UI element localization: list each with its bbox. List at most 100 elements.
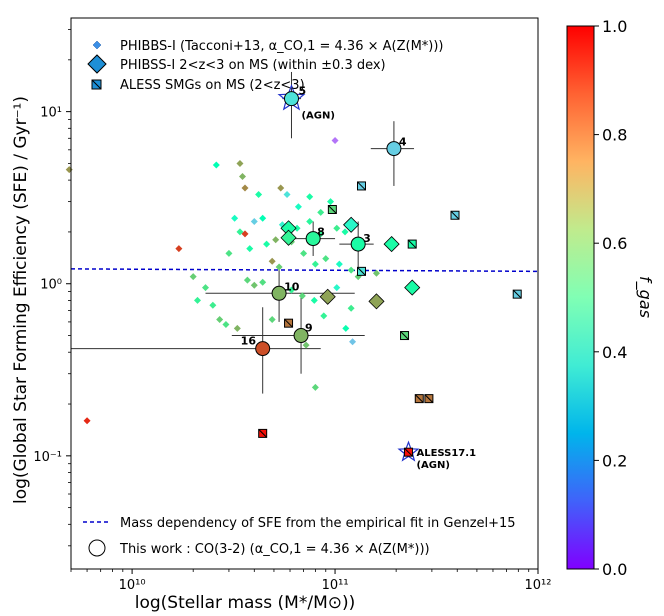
aless-point-slash <box>512 289 522 299</box>
legend-marker-phibbs-i <box>92 40 102 50</box>
legend-label-genzel-line: Mass dependency of SFE from the empirica… <box>120 516 516 531</box>
phibbs-i-point <box>236 159 244 167</box>
phibbs-i-point <box>320 312 328 320</box>
phibbs-i-point <box>306 193 314 201</box>
legend-marker-aless-slash <box>91 79 102 90</box>
colorbar-title: f_gas <box>635 276 655 318</box>
axes-frame <box>70 17 539 570</box>
genzel-fit-line <box>70 268 539 273</box>
legend-marker-phibss-i-2z3 <box>87 54 107 74</box>
phibbs-i-point <box>335 260 343 268</box>
legend-label-phibbs-i: PHIBBS-I (Tacconi+13, α_CO,1 = 4.36 × A(… <box>120 39 444 54</box>
this-work-point <box>386 141 402 157</box>
phibss-i-2z3-point <box>404 279 421 296</box>
phibbs-i-point <box>327 198 335 206</box>
phibbs-i-point <box>287 286 295 294</box>
y-tick-label: 10⁻¹ <box>33 450 62 465</box>
x-tick-label: 10¹⁰ <box>119 578 146 593</box>
legend-label-phibss-i-2z3: PHIBSS-I 2<z<3 on MS (within ±0.3 dex) <box>120 58 386 73</box>
point-annotation: ALESS17.1 <box>416 448 476 459</box>
phibbs-i-point <box>225 249 233 257</box>
point-annotation: (AGN) <box>416 460 449 471</box>
phibbs-i-point <box>272 236 280 244</box>
phibbs-i-point <box>241 184 249 192</box>
y-axis-title: log(Global Star Forming Efficiency (SFE)… <box>11 96 31 504</box>
aless-point-slash <box>328 205 337 214</box>
phibbs-i-point <box>65 166 73 174</box>
colorbar-tick-label: 0.4 <box>602 343 627 362</box>
point-annotation: 3 <box>363 232 371 245</box>
phibbs-i-point <box>246 245 254 253</box>
phibbs-i-point <box>277 184 285 192</box>
phibbs-i-point <box>255 190 263 198</box>
y-tick-label: 10⁰ <box>40 278 62 293</box>
phibbs-i-point <box>202 284 210 292</box>
phibbs-i-point <box>275 263 283 271</box>
phibss-i-2z3-point <box>383 236 400 253</box>
phibbs-i-point <box>311 383 319 391</box>
colorbar-tick-label: 0.0 <box>602 560 627 579</box>
aless-point-slash <box>407 239 417 249</box>
phibss-i-2z3-point <box>319 288 336 305</box>
phibbs-i-point <box>222 320 230 328</box>
phibbs-i-point <box>268 257 276 265</box>
phibbs-i-point <box>175 245 183 253</box>
phibbs-i-point <box>83 417 91 425</box>
legend-label-aless: ALESS SMGs on MS (2<z<3) <box>120 78 305 93</box>
point-annotation: (AGN) <box>301 111 334 122</box>
this-work-point <box>350 236 366 252</box>
phibbs-i-point <box>250 281 258 289</box>
point-annotation: 10 <box>284 280 300 293</box>
colorbar-tick-label: 1.0 <box>602 17 627 36</box>
fit-line-layer <box>70 268 539 273</box>
phibbs-i-point <box>209 301 217 309</box>
aless-point-slash <box>357 181 366 191</box>
phibbs-i-point <box>310 296 318 304</box>
phibbs-i-point <box>263 240 271 248</box>
point-annotation: 16 <box>241 335 257 348</box>
x-axis-title: log(Stellar mass (M*/M⊙)) <box>135 593 356 613</box>
phibbs-i-point <box>250 217 258 225</box>
this-work-point <box>305 231 321 247</box>
phibbs-i-point <box>231 214 239 222</box>
legend-top: PHIBBS-I (Tacconi+13, α_CO,1 = 4.36 × A(… <box>87 39 444 93</box>
x-tick-label: 10¹² <box>525 578 552 593</box>
colorbar-ticks: 0.0 0.2 0.4 0.6 0.8 1.0 <box>594 17 627 579</box>
aless-point-slash <box>258 429 268 438</box>
phibss-i-2z3-point <box>343 216 360 233</box>
phibbs-i-point <box>298 292 306 300</box>
legend-bottom: Mass dependency of SFE from the empirica… <box>83 516 516 557</box>
phibbs-i-point <box>193 296 201 304</box>
phibbs-i-point <box>347 266 355 274</box>
point-annotation: 4 <box>399 136 407 149</box>
colorbar-tick-label: 0.6 <box>602 234 627 253</box>
phibbs-i-point <box>341 228 349 236</box>
phibbs-i-point <box>331 136 339 144</box>
phibbs-i-point <box>216 315 224 323</box>
phibbs-i-point <box>372 269 380 277</box>
phibbs-i-point <box>212 161 220 169</box>
phibbs-i-point <box>293 224 301 232</box>
aless-point-slash <box>284 318 293 328</box>
phibbs-i-point <box>259 214 267 222</box>
colorbar <box>566 25 595 570</box>
phibbs-i-point <box>189 273 197 281</box>
points-layer <box>65 83 522 462</box>
phibbs-i-point <box>349 338 357 346</box>
legend-label-this-work: This work : CO(3-2) (α_CO,1 = 4.36 × A(Z… <box>119 542 430 557</box>
phibbs-i-point <box>268 315 276 323</box>
phibbs-i-point <box>322 255 330 263</box>
aless-point-slash <box>400 331 409 340</box>
phibbs-i-point <box>239 172 247 180</box>
phibbs-i-point <box>241 230 249 238</box>
axis-ticks: 10¹⁰ 10¹¹ 10¹² 10⁻¹ 10⁰ 10¹ <box>33 29 552 593</box>
phibbs-i-point <box>333 224 341 232</box>
colorbar-tick-label: 0.2 <box>602 451 627 470</box>
y-tick-label: 10¹ <box>40 106 62 121</box>
x-tick-label: 10¹¹ <box>322 578 349 593</box>
aless-point-slash <box>414 394 424 403</box>
point-annotation: 8 <box>317 226 325 239</box>
phibbs-i-point <box>333 284 341 292</box>
point-annotation: 5 <box>298 85 306 98</box>
